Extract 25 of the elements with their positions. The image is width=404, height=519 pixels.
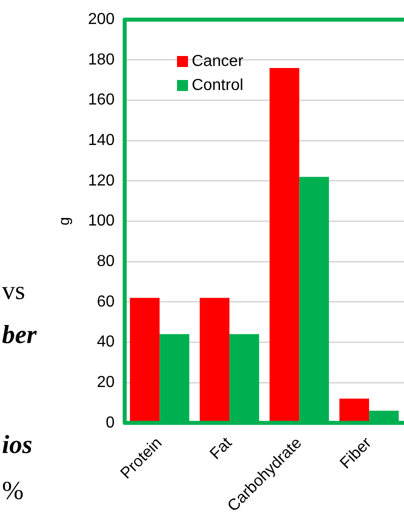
bar	[270, 68, 300, 422]
y-tick-label: 60	[96, 293, 115, 310]
y-tick-label: 180	[88, 51, 115, 68]
bar	[229, 334, 260, 422]
legend-label: Cancer	[192, 52, 244, 72]
text: vs	[2, 276, 26, 306]
text: ios	[2, 430, 32, 460]
bar	[200, 298, 230, 422]
text: %	[2, 476, 24, 506]
y-axis-title: g	[56, 217, 74, 226]
y-tick-label: 80	[96, 252, 115, 270]
y-tick-label: 160	[88, 92, 115, 109]
bar	[299, 176, 329, 422]
y-tick-label: 40	[96, 334, 115, 351]
legend-label: Control	[192, 76, 244, 96]
text: ber	[2, 320, 37, 350]
y-tick-label: 20	[96, 374, 115, 391]
y-tick-label: 0	[106, 414, 115, 432]
y-tick-label: 200	[88, 11, 115, 28]
bar	[339, 398, 370, 422]
y-tick-label: 140	[88, 132, 115, 149]
y-tick-label: 100	[88, 212, 115, 230]
bar	[160, 334, 190, 422]
bar	[130, 298, 160, 422]
y-tick-label: 120	[88, 172, 115, 190]
